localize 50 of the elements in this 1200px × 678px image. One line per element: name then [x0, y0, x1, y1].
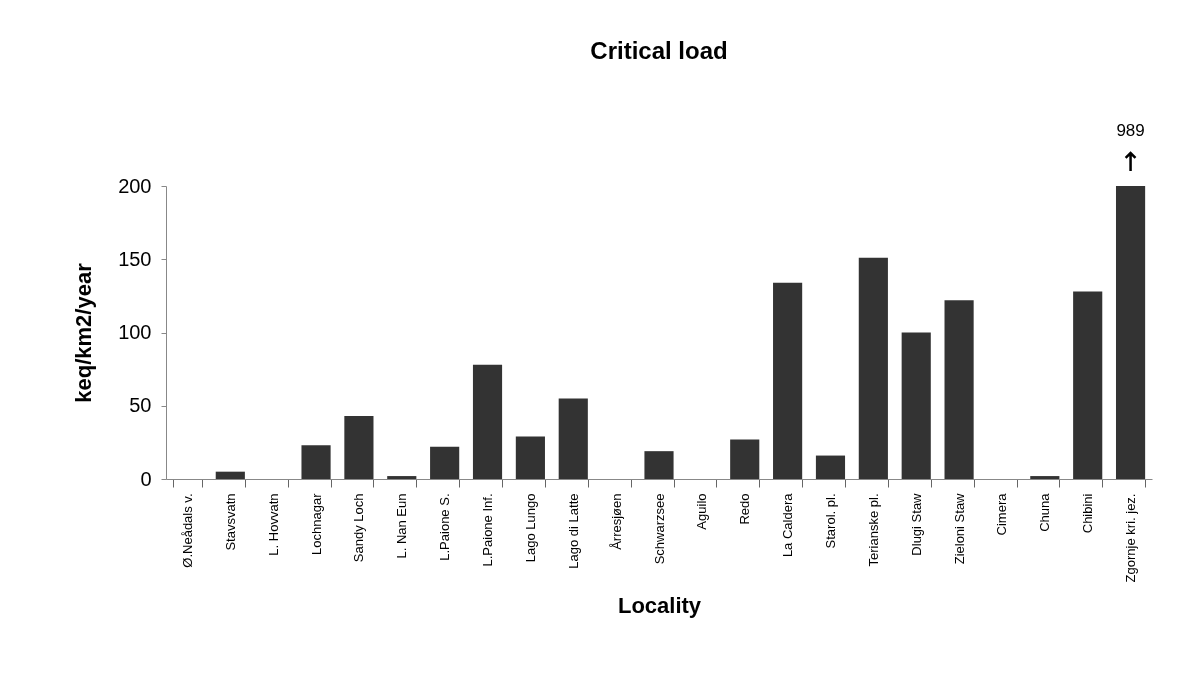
x-tick-label: Dlugi Staw	[908, 492, 924, 556]
x-tick-label: Lochnagar	[308, 492, 324, 555]
bar	[944, 300, 974, 479]
y-tick-label: 200	[118, 174, 152, 197]
x-tick-label: Schwarzsee	[651, 493, 667, 565]
x-tick-label: Aguilo	[694, 493, 710, 530]
x-tick-label: L. Nan Eun	[394, 493, 410, 559]
x-tick-label: Stavsvatn	[222, 493, 238, 551]
bar	[644, 451, 674, 479]
bar	[515, 436, 545, 479]
x-tick-label: Redo	[737, 493, 753, 525]
bar	[815, 455, 846, 479]
x-tick-label: Zgornje kri. jez.	[1123, 493, 1139, 583]
x-tick-label: Starol. pl.	[822, 493, 838, 549]
y-tick-label: 150	[118, 247, 152, 270]
bar	[344, 416, 374, 479]
bar	[472, 364, 503, 479]
y-tick-label: 50	[129, 394, 152, 417]
bar	[387, 476, 417, 479]
x-tick-label: Zieloni Staw	[951, 492, 967, 565]
x-tick-label: Ø.Neådals v.	[179, 493, 195, 568]
x-tick-label: L. Hovvatn	[265, 493, 281, 556]
bar	[858, 257, 888, 479]
x-tick-label: Chuna	[1037, 492, 1053, 532]
bar	[558, 398, 588, 479]
y-tick-label: 100	[118, 321, 152, 343]
bar	[301, 445, 331, 479]
bar	[1115, 186, 1146, 479]
x-axis-title: Locality	[617, 593, 702, 619]
annotation: 989	[1116, 121, 1145, 140]
y-tick-label: 0	[140, 467, 152, 490]
bar	[1030, 476, 1060, 479]
x-tick-label: L.Paione S.	[437, 493, 453, 561]
bar	[430, 446, 460, 479]
bar	[1073, 291, 1103, 479]
bar	[773, 282, 803, 479]
x-tick-label: La Caldera	[780, 492, 796, 558]
x-tick-label: Lago di Latte	[565, 493, 581, 569]
x-tick-label: Lago Lungo	[522, 493, 538, 563]
x-tick-label: L.Paione Inf.	[480, 493, 496, 567]
x-tick-label: Sandy Loch	[351, 493, 367, 563]
x-tick-label: Terianske pl.	[865, 493, 881, 567]
x-tick-label: Årresjøen	[608, 493, 624, 550]
bar	[730, 439, 760, 479]
chart-title: Critical load	[590, 37, 728, 64]
y-axis-title: keq/km2/year	[71, 262, 97, 403]
x-tick-label: Chibini	[1080, 493, 1096, 534]
bar	[901, 332, 931, 479]
x-tick-label: Cimera	[994, 492, 1010, 536]
bar	[215, 471, 245, 479]
